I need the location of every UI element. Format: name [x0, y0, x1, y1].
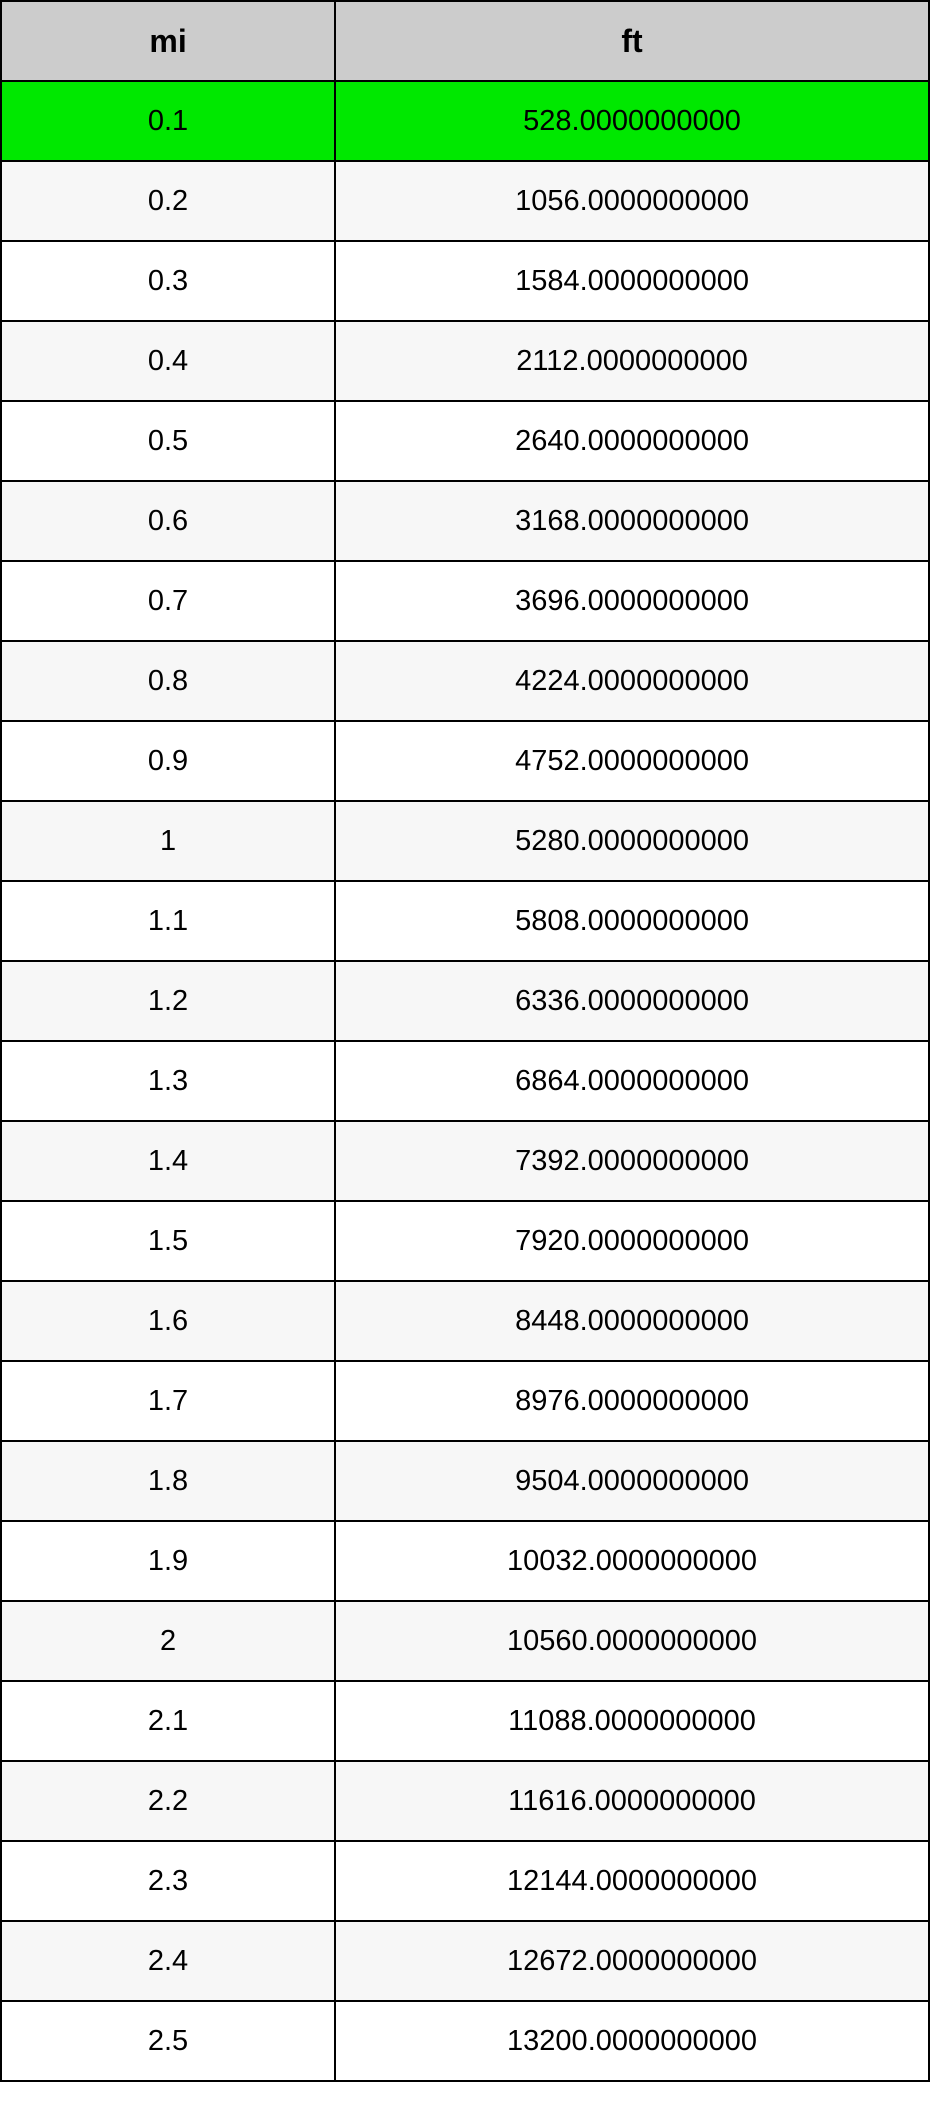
cell-ft: 4752.0000000000 [335, 721, 929, 801]
cell-mi: 2.1 [1, 1681, 335, 1761]
cell-mi: 1.4 [1, 1121, 335, 1201]
table-body: 0.1528.00000000000.21056.00000000000.315… [1, 81, 929, 2081]
cell-mi: 1.5 [1, 1201, 335, 1281]
cell-mi: 0.5 [1, 401, 335, 481]
cell-mi: 2.3 [1, 1841, 335, 1921]
cell-ft: 9504.0000000000 [335, 1441, 929, 1521]
column-header-ft: ft [335, 1, 929, 81]
cell-mi: 1.8 [1, 1441, 335, 1521]
cell-mi: 0.2 [1, 161, 335, 241]
table-row: 1.68448.0000000000 [1, 1281, 929, 1361]
cell-mi: 1.1 [1, 881, 335, 961]
table-row: 0.1528.0000000000 [1, 81, 929, 161]
cell-ft: 528.0000000000 [335, 81, 929, 161]
cell-mi: 2.5 [1, 2001, 335, 2081]
table-row: 1.910032.0000000000 [1, 1521, 929, 1601]
cell-ft: 2640.0000000000 [335, 401, 929, 481]
table-row: 15280.0000000000 [1, 801, 929, 881]
table-row: 1.89504.0000000000 [1, 1441, 929, 1521]
cell-ft: 1584.0000000000 [335, 241, 929, 321]
table-row: 0.73696.0000000000 [1, 561, 929, 641]
table-row: 0.42112.0000000000 [1, 321, 929, 401]
cell-mi: 1.3 [1, 1041, 335, 1121]
cell-ft: 3696.0000000000 [335, 561, 929, 641]
table-header-row: mi ft [1, 1, 929, 81]
cell-ft: 13200.0000000000 [335, 2001, 929, 2081]
cell-ft: 7920.0000000000 [335, 1201, 929, 1281]
cell-mi: 0.3 [1, 241, 335, 321]
cell-mi: 0.7 [1, 561, 335, 641]
table-row: 0.63168.0000000000 [1, 481, 929, 561]
cell-mi: 1 [1, 801, 335, 881]
cell-ft: 6336.0000000000 [335, 961, 929, 1041]
table-row: 1.15808.0000000000 [1, 881, 929, 961]
cell-ft: 2112.0000000000 [335, 321, 929, 401]
cell-mi: 2.2 [1, 1761, 335, 1841]
table-row: 0.31584.0000000000 [1, 241, 929, 321]
cell-mi: 1.6 [1, 1281, 335, 1361]
table-row: 2.211616.0000000000 [1, 1761, 929, 1841]
table-row: 0.21056.0000000000 [1, 161, 929, 241]
cell-ft: 10032.0000000000 [335, 1521, 929, 1601]
table-row: 2.111088.0000000000 [1, 1681, 929, 1761]
table-row: 1.36864.0000000000 [1, 1041, 929, 1121]
table-row: 1.26336.0000000000 [1, 961, 929, 1041]
table-row: 2.312144.0000000000 [1, 1841, 929, 1921]
cell-mi: 1.9 [1, 1521, 335, 1601]
cell-mi: 0.9 [1, 721, 335, 801]
cell-ft: 8448.0000000000 [335, 1281, 929, 1361]
cell-mi: 1.2 [1, 961, 335, 1041]
cell-ft: 6864.0000000000 [335, 1041, 929, 1121]
table-row: 210560.0000000000 [1, 1601, 929, 1681]
table-row: 2.513200.0000000000 [1, 2001, 929, 2081]
cell-mi: 1.7 [1, 1361, 335, 1441]
table-row: 1.57920.0000000000 [1, 1201, 929, 1281]
table-row: 0.84224.0000000000 [1, 641, 929, 721]
table-row: 1.47392.0000000000 [1, 1121, 929, 1201]
cell-ft: 4224.0000000000 [335, 641, 929, 721]
column-header-mi: mi [1, 1, 335, 81]
cell-mi: 0.1 [1, 81, 335, 161]
cell-ft: 7392.0000000000 [335, 1121, 929, 1201]
cell-ft: 10560.0000000000 [335, 1601, 929, 1681]
cell-ft: 11088.0000000000 [335, 1681, 929, 1761]
cell-mi: 0.6 [1, 481, 335, 561]
cell-ft: 5808.0000000000 [335, 881, 929, 961]
cell-mi: 2 [1, 1601, 335, 1681]
cell-mi: 0.8 [1, 641, 335, 721]
cell-ft: 5280.0000000000 [335, 801, 929, 881]
table-row: 2.412672.0000000000 [1, 1921, 929, 2001]
cell-ft: 3168.0000000000 [335, 481, 929, 561]
cell-ft: 8976.0000000000 [335, 1361, 929, 1441]
cell-ft: 12672.0000000000 [335, 1921, 929, 2001]
table-row: 0.94752.0000000000 [1, 721, 929, 801]
cell-ft: 12144.0000000000 [335, 1841, 929, 1921]
cell-ft: 1056.0000000000 [335, 161, 929, 241]
cell-ft: 11616.0000000000 [335, 1761, 929, 1841]
table-row: 0.52640.0000000000 [1, 401, 929, 481]
cell-mi: 2.4 [1, 1921, 335, 2001]
conversion-table: mi ft 0.1528.00000000000.21056.000000000… [0, 0, 930, 2082]
table-row: 1.78976.0000000000 [1, 1361, 929, 1441]
cell-mi: 0.4 [1, 321, 335, 401]
